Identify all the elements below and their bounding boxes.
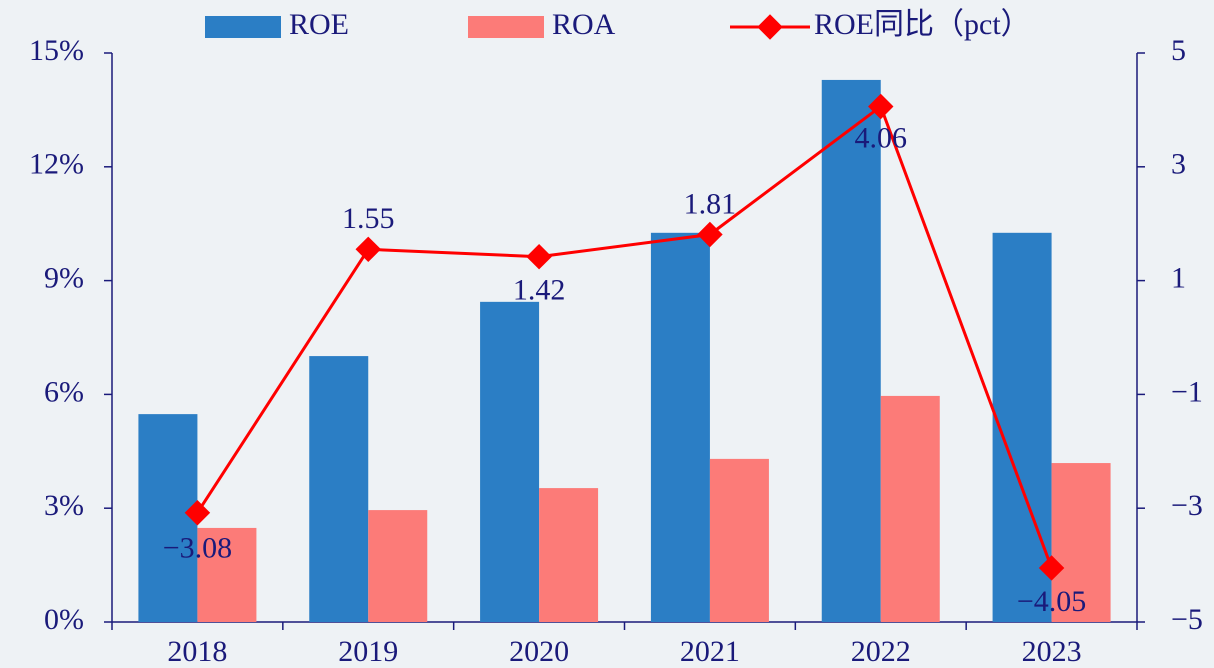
- marker: [184, 500, 211, 526]
- bar: [309, 356, 369, 622]
- x-tick-label: 2019: [338, 635, 398, 668]
- bar: [1051, 463, 1111, 622]
- data-label: −3.08: [163, 532, 232, 565]
- x-tick-label: 2022: [851, 635, 911, 668]
- bar: [992, 232, 1052, 622]
- x-tick-label: 2018: [167, 635, 227, 668]
- y2-tick-label: 1: [1171, 261, 1186, 294]
- y2-tick-label: −3: [1171, 489, 1203, 522]
- legend-swatch: [468, 16, 544, 38]
- legend-swatch: [205, 16, 281, 38]
- line: [196, 104, 1053, 569]
- bar: [480, 301, 540, 622]
- marker: [697, 221, 723, 248]
- data-label: 4.06: [855, 121, 908, 154]
- legend-marker: [757, 14, 783, 40]
- y-tick-label: 6%: [44, 375, 84, 408]
- y2-tick-label: 3: [1171, 148, 1186, 181]
- bar: [368, 510, 428, 622]
- data-label: −4.05: [1017, 585, 1086, 618]
- data-label: 1.42: [513, 274, 566, 307]
- y-tick-label: 12%: [29, 148, 84, 181]
- x-tick-label: 2021: [680, 635, 740, 668]
- legend-label: ROE: [289, 8, 349, 41]
- bar: [821, 79, 881, 622]
- y2-tick-label: −1: [1171, 375, 1203, 408]
- y2-tick-label: −5: [1171, 603, 1203, 636]
- bar: [197, 527, 257, 622]
- bar: [880, 395, 940, 622]
- x-tick-label: 2020: [509, 635, 569, 668]
- bar: [138, 414, 198, 622]
- y-tick-label: 15%: [29, 34, 84, 67]
- y-tick-label: 0%: [44, 603, 84, 636]
- marker: [526, 243, 552, 270]
- y-tick-label: 3%: [44, 489, 84, 522]
- data-label: 1.55: [342, 202, 395, 235]
- bar: [650, 232, 710, 622]
- y2-tick-label: 5: [1171, 34, 1186, 67]
- data-label: 1.81: [684, 187, 737, 220]
- y-tick-label: 9%: [44, 261, 84, 294]
- x-tick-label: 2023: [1022, 635, 1082, 668]
- legend-label: ROE同比（pct）: [814, 8, 1031, 41]
- bar: [709, 458, 769, 622]
- marker: [868, 93, 894, 120]
- legend-label: ROA: [552, 8, 616, 41]
- bar: [539, 488, 599, 622]
- marker: [355, 236, 381, 263]
